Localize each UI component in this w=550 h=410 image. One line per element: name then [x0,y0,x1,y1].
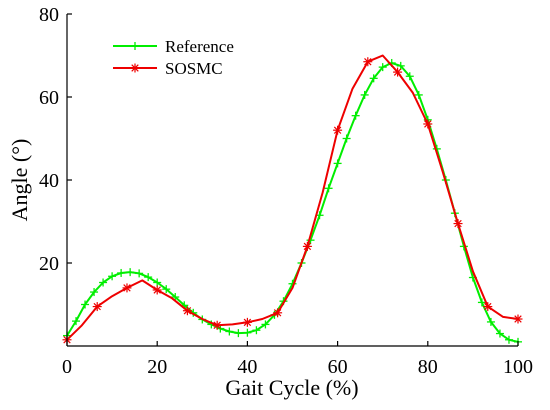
data-point-sosmc [333,125,343,135]
legend-label-sosmc: SOSMC [165,59,223,78]
data-point-reference [162,285,171,294]
data-point-sosmc [513,314,523,324]
data-point-reference [81,300,90,309]
data-point-sosmc [152,285,162,295]
plot-area [62,54,523,346]
y-tick-label: 60 [39,87,59,109]
x-tick-label: 0 [62,356,72,378]
x-tick-label: 100 [503,356,533,378]
data-point-reference [135,269,144,278]
x-tick-label: 60 [328,356,348,378]
data-point-reference [477,298,486,307]
data-point-reference [360,90,369,99]
data-point-reference [342,134,351,143]
data-point-sosmc [453,219,463,229]
series-line-reference [66,62,519,343]
y-tick-label: 20 [39,253,59,275]
data-point-sosmc [393,67,403,77]
legend-marker-sosmc [130,63,140,73]
data-point-reference [153,278,162,287]
data-point-reference [261,320,270,329]
data-point-reference [405,72,414,81]
legend-marker-reference [131,42,139,50]
legend-label-reference: Reference [165,37,234,56]
data-point-sosmc [363,57,373,67]
data-point-reference [324,184,333,193]
data-point-reference [144,273,153,282]
y-axis-label: Angle (°) [7,139,32,222]
data-point-sosmc [212,320,222,330]
axes: 0 20 40 60 80 100 20 40 60 80 [39,4,533,378]
data-point-reference [414,90,423,99]
data-point-reference [99,278,108,287]
data-point-reference [495,329,504,338]
data-point-reference [252,326,261,335]
data-point-sosmc [483,302,493,312]
x-tick-label: 80 [418,356,438,378]
y-tick-label: 80 [39,4,59,26]
data-point-reference [225,327,234,336]
data-point-sosmc [92,302,102,312]
data-point-reference [486,317,495,326]
series-line-sosmc [66,54,519,341]
data-point-sosmc [423,119,433,129]
y-tick-label: 40 [39,170,59,192]
x-tick-label: 40 [237,356,257,378]
data-point-reference [333,159,342,168]
x-tick-label: 20 [147,356,167,378]
x-axis-label: Gait Cycle (%) [225,375,358,400]
data-point-reference [72,317,81,326]
data-point-sosmc [122,283,132,293]
data-point-reference [108,272,117,281]
data-point-sosmc [302,241,312,251]
data-point-sosmc [273,308,283,318]
data-point-reference [117,268,126,277]
data-point-sosmc [182,306,192,316]
data-point-reference [504,335,513,344]
data-point-reference [234,329,243,338]
data-point-reference [369,74,378,83]
data-point-sosmc [242,317,252,327]
data-point-reference [126,268,135,277]
data-point-reference [378,63,387,72]
data-point-reference [243,328,252,337]
data-point-reference [90,288,99,297]
legend: Reference SOSMC [113,37,234,78]
data-point-reference [351,111,360,120]
data-point-reference [396,61,405,70]
